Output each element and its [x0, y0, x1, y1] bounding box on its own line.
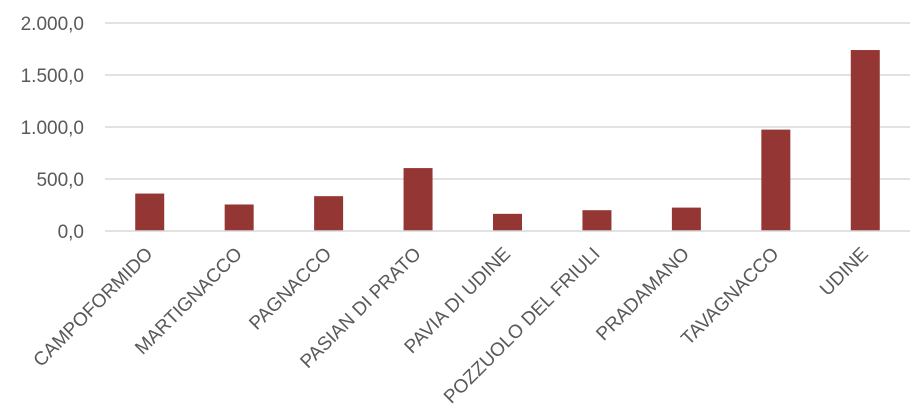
y-axis-tick-labels: 0,0 500,0 1.000,0 1.500,0 2.000,0	[21, 14, 84, 243]
y-tick-label: 0,0	[58, 222, 84, 243]
y-tick-label: 2.000,0	[21, 14, 84, 35]
bar-pagnacco	[314, 196, 343, 231]
bar-udine	[851, 50, 880, 231]
bar-tavagnacco	[761, 130, 790, 231]
bar-pasian-di-prato	[404, 168, 433, 231]
bars	[135, 50, 880, 231]
x-category-label: PRADAMANO	[592, 244, 693, 345]
y-tick-label: 1.500,0	[21, 66, 84, 87]
bar-martignacco	[225, 204, 254, 231]
x-category-label: UDINE	[816, 244, 873, 301]
bar-pozzuolo-del-friuli	[582, 210, 611, 231]
y-tick-label: 1.000,0	[21, 118, 84, 139]
bar-campoformido	[135, 194, 164, 231]
bar-pradamano	[672, 208, 701, 231]
x-category-label: PAGNACCO	[245, 244, 336, 335]
x-category-label: TAVAGNACCO	[677, 244, 783, 350]
y-tick-label: 500,0	[36, 170, 84, 191]
x-category-label: POZZUOLO DEL FRIULI	[440, 244, 604, 408]
bar-pavia-di-udine	[493, 214, 522, 231]
